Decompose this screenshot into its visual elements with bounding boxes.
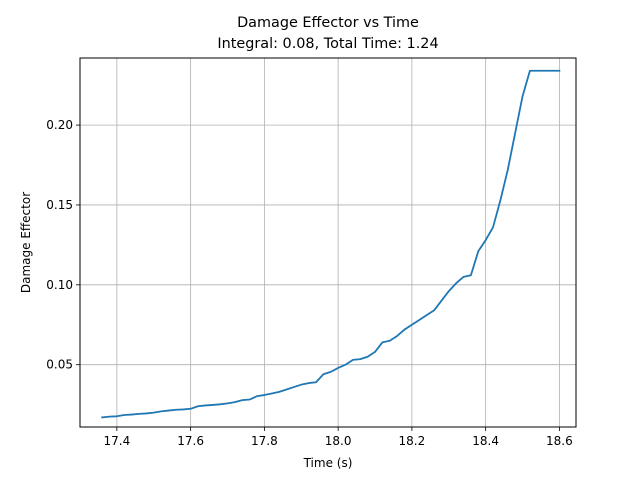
axes-frame — [79, 57, 577, 428]
chart-subtitle: Integral: 0.08, Total Time: 1.24 — [217, 36, 438, 52]
y-axis-label: Damage Effector — [19, 192, 33, 293]
grid-lines — [80, 58, 576, 427]
y-tick-label: 0.05 — [46, 358, 73, 372]
series-line — [101, 69, 561, 419]
x-axis-ticks: 17.4 17.6 17.8 18.0 18.2 18.4 18.6 — [104, 427, 573, 448]
x-tick-label: 17.8 — [251, 434, 278, 448]
x-tick-label: 18.4 — [472, 434, 499, 448]
x-axis-label: Time (s) — [303, 456, 353, 470]
x-tick-label: 17.4 — [104, 434, 131, 448]
y-tick-label: 0.10 — [46, 278, 73, 292]
y-tick-label: 0.20 — [46, 118, 73, 132]
y-tick-label: 0.15 — [46, 198, 73, 212]
chart-title: Damage Effector vs Time — [237, 15, 419, 31]
plot-area — [101, 69, 561, 419]
x-tick-label: 18.0 — [325, 434, 352, 448]
y-axis-ticks: 0.05 0.10 0.15 0.20 — [46, 118, 80, 372]
x-tick-label: 17.6 — [177, 434, 204, 448]
x-tick-label: 18.6 — [546, 434, 573, 448]
x-tick-label: 18.2 — [399, 434, 426, 448]
